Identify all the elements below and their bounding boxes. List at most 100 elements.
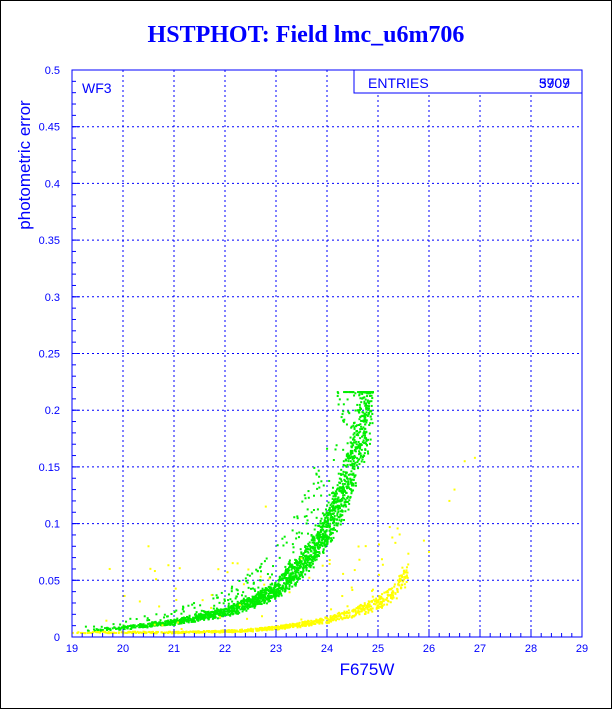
data-point xyxy=(293,575,296,578)
data-point xyxy=(350,473,353,476)
data-point xyxy=(220,591,223,594)
data-point xyxy=(241,607,244,610)
data-point xyxy=(223,599,226,602)
data-point xyxy=(274,597,277,600)
data-point xyxy=(151,621,154,624)
data-point xyxy=(343,482,346,485)
data-point xyxy=(316,545,319,548)
data-point xyxy=(364,404,367,407)
data-point xyxy=(397,579,400,582)
data-point xyxy=(125,632,128,635)
data-point xyxy=(141,624,144,627)
data-point xyxy=(358,458,361,461)
data-point xyxy=(226,612,229,615)
data-point xyxy=(179,621,182,624)
data-point xyxy=(297,571,300,574)
data-point xyxy=(383,591,386,594)
data-point xyxy=(217,568,220,571)
data-point xyxy=(319,533,322,536)
grid-lines xyxy=(72,70,582,637)
data-point xyxy=(350,445,353,448)
data-point xyxy=(251,587,254,590)
data-point xyxy=(326,504,329,507)
data-point xyxy=(343,418,346,421)
data-point xyxy=(236,606,239,609)
data-point xyxy=(364,448,367,451)
data-point xyxy=(276,625,279,628)
data-point xyxy=(364,612,367,615)
data-point xyxy=(180,612,183,615)
data-point xyxy=(326,539,329,542)
data-point xyxy=(365,438,368,441)
data-point xyxy=(166,631,169,634)
data-point xyxy=(216,630,219,633)
data-point xyxy=(345,423,348,426)
data-point xyxy=(354,608,357,611)
data-point xyxy=(148,619,151,622)
data-point xyxy=(264,596,267,599)
data-point xyxy=(320,517,323,520)
data-point xyxy=(307,556,310,559)
data-point xyxy=(340,612,343,615)
data-point xyxy=(341,618,344,621)
data-point xyxy=(356,461,359,464)
data-point xyxy=(274,625,277,628)
data-point xyxy=(129,617,132,620)
data-point xyxy=(277,579,280,582)
data-point xyxy=(175,619,178,622)
data-point xyxy=(352,462,355,465)
data-point xyxy=(370,394,373,397)
data-point xyxy=(272,590,275,593)
data-point xyxy=(323,535,326,538)
data-point xyxy=(330,514,333,517)
data-point xyxy=(368,432,371,435)
data-point xyxy=(331,527,334,530)
data-point xyxy=(284,589,287,592)
data-point xyxy=(228,629,231,632)
data-point xyxy=(395,597,398,600)
data-point xyxy=(195,614,198,617)
data-point xyxy=(391,592,394,595)
data-point xyxy=(306,545,309,548)
data-point xyxy=(339,515,342,518)
data-point xyxy=(307,548,310,551)
data-point xyxy=(363,402,366,405)
data-point xyxy=(321,541,324,544)
data-point xyxy=(313,537,316,540)
data-point xyxy=(208,613,211,616)
data-point xyxy=(159,621,162,624)
data-point xyxy=(333,498,336,501)
data-point xyxy=(192,631,195,634)
data-point xyxy=(219,612,222,615)
data-point xyxy=(353,432,356,435)
stats-box-border xyxy=(353,69,583,94)
data-point xyxy=(339,523,342,526)
data-point xyxy=(325,530,328,533)
data-point xyxy=(350,426,353,429)
data-point xyxy=(177,619,180,622)
data-point xyxy=(174,621,177,624)
data-point xyxy=(231,600,234,603)
data-point xyxy=(311,545,314,548)
data-point xyxy=(358,463,361,466)
data-point xyxy=(343,519,346,522)
chart-title: HSTPHOT: Field lmc_u6m706 xyxy=(147,22,465,48)
data-point xyxy=(318,486,321,489)
data-point xyxy=(406,571,409,574)
data-point xyxy=(313,549,316,552)
data-point xyxy=(206,617,209,620)
data-point xyxy=(359,604,362,607)
data-point xyxy=(301,562,304,565)
data-point xyxy=(246,630,249,633)
data-point xyxy=(247,586,250,589)
data-point xyxy=(306,548,309,551)
data-point xyxy=(345,616,348,619)
data-point xyxy=(386,589,389,592)
data-point xyxy=(161,621,164,624)
data-point xyxy=(214,611,217,614)
data-point xyxy=(365,444,368,447)
data-point xyxy=(348,487,351,490)
data-point xyxy=(349,451,352,454)
data-point xyxy=(366,399,369,402)
data-point xyxy=(321,545,324,548)
